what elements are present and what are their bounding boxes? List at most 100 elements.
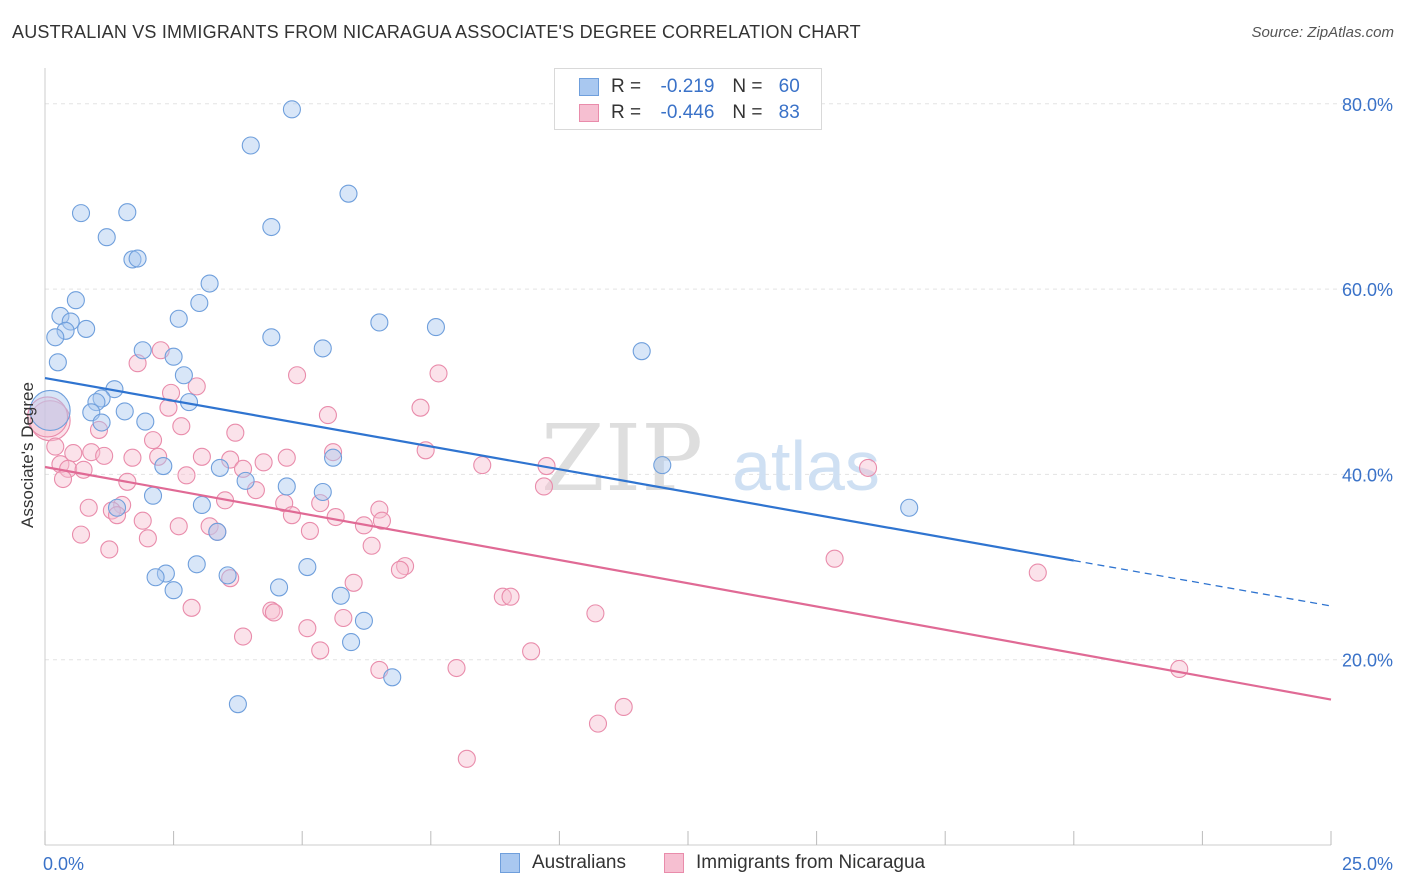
legend-r-value: -0.446 (660, 102, 715, 123)
data-point (372, 511, 391, 530)
data-point (143, 486, 163, 505)
data-point (187, 377, 206, 396)
data-point (226, 423, 245, 442)
data-point (210, 458, 229, 477)
data-point (1028, 563, 1047, 582)
data-point (177, 466, 196, 485)
legend-n-label: N = (732, 102, 763, 123)
data-point (362, 536, 381, 555)
data-point (270, 578, 289, 597)
data-point (277, 448, 296, 467)
data-point (426, 318, 445, 337)
data-point (182, 598, 201, 617)
data-point (534, 477, 554, 496)
data-point (825, 549, 844, 568)
data-point (66, 291, 85, 310)
trend-line-australians-extension (1073, 559, 1332, 607)
legend-r-label: R = (611, 76, 642, 97)
data-point (133, 341, 152, 360)
data-point (313, 339, 332, 358)
data-point (233, 627, 253, 646)
data-point (138, 529, 157, 548)
y-tick-label: 60.0% (1342, 280, 1393, 300)
data-point (46, 328, 65, 347)
trend-line-australians (44, 376, 1074, 562)
data-point (56, 321, 75, 340)
data-point (262, 328, 281, 347)
watermark-atlas: atlas (732, 427, 880, 505)
data-point (246, 481, 265, 500)
data-point (190, 293, 209, 313)
watermark-zip: ZIP (541, 405, 703, 512)
data-point (262, 217, 281, 237)
data-point (324, 443, 343, 462)
series-legend: Australians Immigrants from Nicaragua (0, 852, 1406, 878)
data-point (200, 274, 219, 293)
legend-swatch-blue (579, 78, 599, 96)
data-point (136, 412, 155, 431)
data-point (339, 184, 358, 203)
data-point (653, 456, 672, 475)
legend-swatch-blue (500, 853, 520, 873)
data-point (115, 402, 134, 421)
data-point (228, 695, 247, 714)
legend-label-australians: Australians (532, 852, 626, 873)
legend-row-australians: R = -0.219 N = 60 (579, 75, 800, 99)
legend-item-nicaragua: Immigrants from Nicaragua (664, 852, 925, 874)
data-point (149, 447, 168, 466)
x-tick-label: 0.0% (43, 854, 84, 874)
data-point (262, 601, 281, 620)
data-point (187, 555, 206, 574)
data-point (27, 396, 69, 438)
data-point (100, 540, 119, 559)
x-tick-label: 25.0% (1342, 854, 1393, 874)
data-point (411, 398, 430, 417)
data-point (97, 228, 116, 247)
data-point (107, 506, 127, 525)
legend-r-label: R = (611, 102, 642, 123)
data-point (192, 495, 211, 515)
data-point (457, 749, 476, 768)
data-point (77, 319, 96, 338)
data-point (143, 431, 163, 450)
data-point (71, 525, 91, 544)
data-point (133, 511, 152, 530)
data-point (318, 406, 337, 425)
data-point (390, 560, 409, 579)
data-point (169, 517, 188, 536)
data-point (87, 393, 106, 412)
data-point (493, 587, 512, 606)
data-point (61, 312, 80, 331)
data-point (370, 500, 389, 519)
data-point (264, 603, 283, 622)
data-point (48, 353, 67, 372)
data-point (118, 203, 137, 222)
data-point (334, 608, 353, 628)
data-point (128, 249, 147, 268)
data-point (632, 342, 651, 361)
data-point (169, 309, 188, 328)
data-point (221, 569, 240, 588)
data-point (614, 697, 633, 717)
data-point (298, 619, 317, 638)
legend-r-value: -0.219 (660, 76, 715, 97)
trend-lines (44, 376, 1332, 701)
data-point (192, 447, 211, 466)
data-point (858, 458, 878, 477)
data-point (123, 448, 142, 467)
legend-swatch-pink (579, 104, 599, 122)
correlation-legend: R = -0.219 N = 60 R = -0.446 N = 83 (554, 68, 822, 130)
data-point (300, 521, 319, 540)
data-point (282, 506, 301, 525)
data-point (429, 364, 448, 383)
data-point (241, 136, 260, 155)
data-point (342, 633, 361, 652)
data-point (383, 668, 402, 687)
legend-label-nicaragua: Immigrants from Nicaragua (696, 852, 926, 873)
data-point (313, 482, 332, 502)
legend-n-value: 83 (778, 102, 800, 123)
data-point (326, 507, 345, 527)
data-point (282, 100, 301, 119)
watermark: ZIP atlas (541, 405, 880, 512)
